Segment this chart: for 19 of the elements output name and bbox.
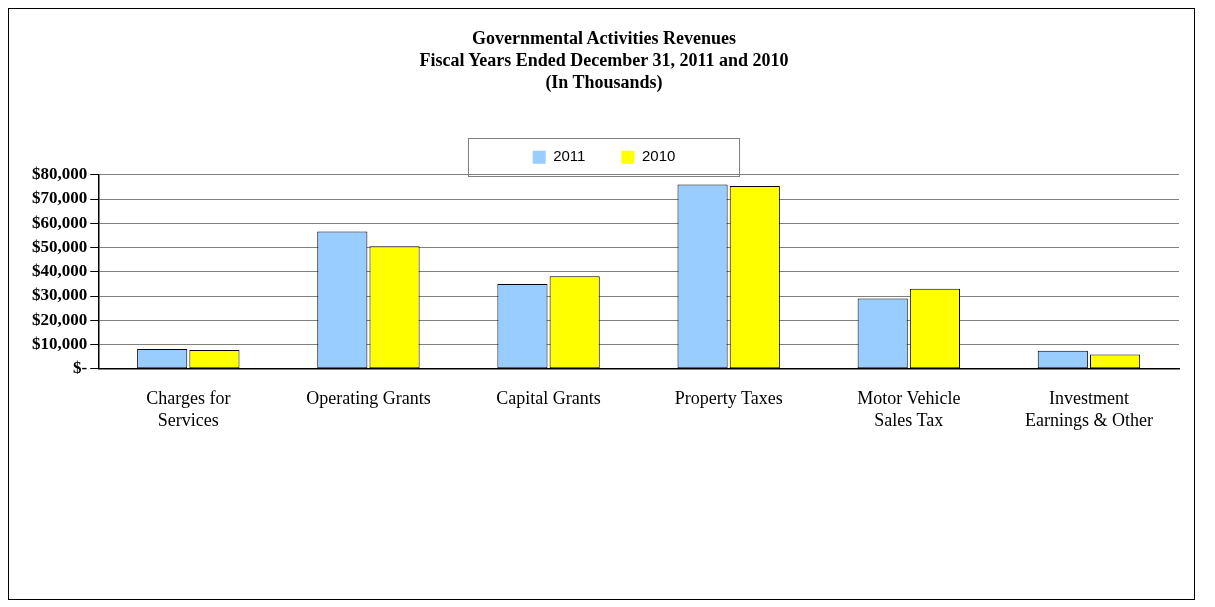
- x-tick-label: Property Taxes: [674, 388, 783, 409]
- y-tick-label: $40,000: [32, 261, 88, 281]
- y-tick-label: $10,000: [32, 333, 88, 353]
- chart-subtitle: Fiscal Years Ended December 31, 2011 and 2010 (In Thousands): [419, 50, 789, 93]
- x-tick-label: Capital Grants: [496, 388, 601, 409]
- y-tick-label: $20,000: [32, 309, 88, 329]
- x-tick-label: Operating Grants: [306, 388, 431, 409]
- legend-label: 2010: [641, 147, 676, 165]
- chart-title: Governmental Activities Revenues: [472, 28, 736, 49]
- y-tick-label: $50,000: [32, 236, 88, 256]
- y-tick-label: $60,000: [32, 212, 88, 232]
- x-tick-label: Investment Earnings & Other: [1024, 388, 1153, 430]
- legend-label: 2011: [553, 147, 586, 165]
- y-tick-label: $80,000: [32, 164, 88, 184]
- x-tick-label: Motor Vehicle Sales Tax: [857, 388, 961, 430]
- x-tick-label: Charges for Services: [146, 388, 231, 430]
- y-tick-label: $-: [73, 358, 88, 378]
- y-tick-label: $70,000: [32, 188, 88, 208]
- y-tick-label: $30,000: [32, 285, 88, 305]
